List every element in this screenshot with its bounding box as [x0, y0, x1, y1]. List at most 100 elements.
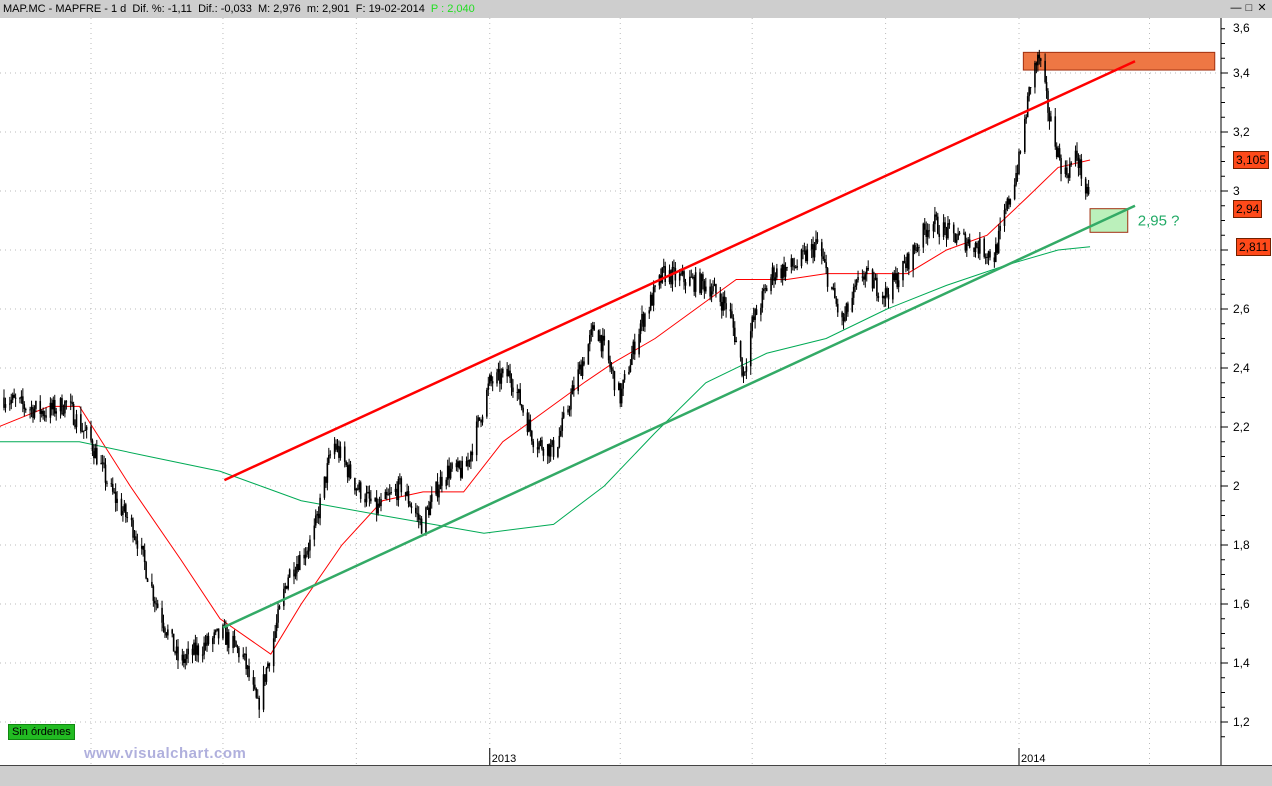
candle-body — [622, 379, 624, 389]
candle-body — [512, 387, 514, 392]
zone-label: 2,95 ? — [1138, 213, 1180, 230]
candle-body — [104, 464, 107, 483]
candle-body — [455, 463, 458, 468]
candle-body — [803, 250, 806, 252]
candle-body — [541, 440, 543, 449]
candle-body — [581, 361, 584, 376]
candle-body — [794, 266, 797, 268]
candle-body — [227, 632, 230, 648]
candle-body — [477, 417, 479, 422]
candle-body — [633, 341, 636, 355]
price-zone — [1022, 51, 1216, 71]
candle-body — [834, 288, 836, 299]
candle-body — [720, 301, 723, 311]
candle-body — [683, 271, 685, 283]
candle-body — [790, 258, 793, 268]
candle-body — [167, 629, 169, 636]
candle-body — [1070, 162, 1072, 165]
candle-body — [822, 256, 825, 259]
candle-body — [642, 313, 645, 327]
candle-body — [1045, 82, 1048, 91]
candle-body — [338, 445, 340, 458]
candle-body — [287, 577, 289, 589]
candle-body — [467, 459, 469, 467]
candle-body — [568, 409, 571, 411]
candle-body — [235, 641, 237, 647]
candle-body — [926, 230, 929, 237]
candle-body — [394, 488, 397, 493]
candle-body — [528, 419, 530, 432]
candle-body — [329, 454, 332, 456]
candle-body — [377, 503, 379, 514]
candle-body — [439, 476, 442, 490]
candle-body — [214, 630, 217, 633]
y-tick-label: 2,2 — [1233, 420, 1250, 434]
maximize-icon[interactable]: □ — [1245, 2, 1253, 14]
candle-body — [9, 403, 11, 405]
candle-body — [204, 642, 207, 646]
candle-body — [763, 288, 765, 292]
candle-body — [61, 398, 63, 415]
candle-body — [832, 288, 835, 290]
candle-body — [741, 357, 743, 376]
candle-body — [207, 635, 210, 645]
candle-body — [187, 648, 189, 655]
candle-body — [24, 408, 27, 411]
candle-body — [638, 334, 640, 355]
orders-status-badge[interactable]: Sin órdenes — [8, 724, 75, 740]
candle-body — [171, 629, 173, 634]
candle-body — [252, 677, 255, 685]
candle-body — [538, 442, 540, 450]
candle-body — [293, 569, 295, 577]
candle-body — [256, 697, 259, 699]
title-diff-pct: Dif. %: -1,11 — [132, 3, 193, 15]
candle-body — [1068, 164, 1071, 178]
close-icon[interactable]: ✕ — [1257, 2, 1267, 14]
candle-body — [428, 507, 430, 516]
candle-body — [185, 654, 188, 659]
support-trendline — [222, 204, 1136, 629]
candle-body — [470, 451, 472, 462]
candle-body — [409, 503, 411, 507]
candle-body — [793, 266, 796, 268]
candle-body — [536, 447, 539, 450]
candle-body — [53, 400, 56, 414]
candle-body — [96, 448, 98, 465]
candle-body — [348, 464, 350, 478]
ma-slow-value-tag: 2,811 — [1236, 238, 1272, 256]
watermark: www.visualchart.com — [84, 745, 247, 762]
candle-body — [236, 646, 239, 649]
candle-body — [120, 498, 123, 515]
y-tick-label: 1,6 — [1233, 597, 1250, 611]
candle-body — [751, 316, 753, 332]
resistance-trendline — [223, 60, 1136, 482]
candle-body — [517, 389, 520, 393]
candle-body — [844, 313, 846, 322]
candle-body — [977, 247, 980, 254]
candle-body — [248, 665, 250, 678]
candle-body — [700, 274, 703, 293]
candle-body — [368, 491, 371, 499]
candle-body — [938, 233, 941, 237]
candle-body — [754, 309, 756, 320]
candle-body — [734, 327, 736, 343]
candle-body — [641, 313, 643, 324]
candle-body — [610, 367, 613, 370]
minimize-icon[interactable]: — — [1230, 2, 1242, 14]
candle-body — [722, 296, 724, 311]
candle-body — [664, 266, 666, 283]
candle-body — [945, 227, 948, 239]
candle-body — [918, 247, 920, 249]
window-buttons: — □ ✕ — [1229, 2, 1268, 14]
candle-body — [618, 383, 620, 391]
candle-body — [935, 214, 938, 217]
candle-body — [268, 663, 271, 667]
candle-body — [33, 408, 36, 418]
candle-body — [396, 488, 398, 501]
candle-body — [297, 564, 300, 571]
candle-body — [593, 325, 595, 331]
candle-body — [1058, 148, 1061, 159]
candle-body — [903, 261, 906, 264]
